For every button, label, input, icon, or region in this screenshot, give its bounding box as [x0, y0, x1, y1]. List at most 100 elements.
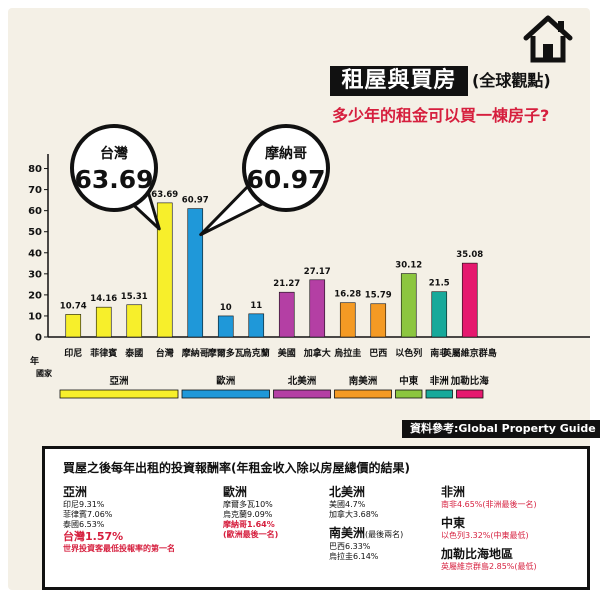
- x-tick-label: 摩爾多瓦: [208, 347, 244, 359]
- asia-note: 世界投資客最低投報率的第一名: [63, 544, 175, 553]
- x-tick-label: 加拿大: [303, 347, 331, 359]
- callout-label: 台灣: [100, 145, 128, 162]
- page-title-suffix: (全球觀點): [472, 71, 551, 90]
- y-tick-label: 10: [28, 311, 42, 322]
- callout-bubble: [242, 124, 330, 212]
- page-subtitle: 多少年的租金可以買一棟房子?: [332, 106, 550, 125]
- europe-highlight: 摩納哥1.64%: [223, 520, 275, 529]
- x-tick-label: 以色列: [395, 347, 422, 359]
- region-label: 南美洲: [349, 375, 378, 387]
- africa-line: 南非4.65%(非洲最後一名): [441, 500, 537, 509]
- europe-note: (歐洲最後一名): [223, 530, 279, 539]
- bar: [156, 202, 173, 338]
- y-tick-label: 40: [28, 248, 42, 259]
- europe-line: 烏克蘭9.09%: [223, 510, 273, 519]
- region-strip: [425, 389, 453, 399]
- caribbean-heading: 加勒比海地區: [441, 547, 514, 561]
- mideast-line: 以色列3.32%(中東最低): [441, 531, 529, 540]
- bar: [126, 304, 143, 338]
- other-yield-group: 非洲 南非4.65%(非洲最後一名) 中東 以色列3.32%(中東最低) 加勒比…: [441, 485, 537, 572]
- y-tick-label: 0: [35, 333, 42, 344]
- caribbean-line: 英屬維京群島2.85%(最低): [441, 562, 537, 571]
- europe-line: 摩爾多瓦10%: [223, 500, 273, 509]
- yield-panel-title: 買屋之後每年出租的投資報酬率(年租金收入除以房屋總價的結果): [63, 461, 410, 475]
- bar: [400, 273, 417, 338]
- asia-line: 印尼9.31%: [63, 500, 105, 509]
- y-tick-label: 20: [28, 290, 42, 301]
- region-strip: [181, 389, 270, 399]
- x-tick-label: 印尼: [64, 347, 82, 359]
- callout-bubble: [70, 124, 158, 212]
- bar-chart: 0 10 20 30 40 50 60 70 80 年國家 10.74 印尼 14.16 菲律賓 15.31…: [28, 124, 590, 399]
- region-strip: [273, 389, 331, 399]
- namerica-heading: 北美洲: [329, 485, 366, 499]
- bar-value-label: 15.79: [365, 291, 392, 301]
- region-label: 加勒比海: [450, 375, 490, 387]
- y-axis-unit-label: 年: [30, 355, 39, 367]
- samerica-line: 烏拉圭6.14%: [329, 552, 379, 561]
- bar: [278, 291, 295, 338]
- region-label: 歐洲: [216, 375, 235, 387]
- asia-heading: 亞洲: [63, 485, 88, 499]
- namerica-line: 美國4.7%: [329, 500, 366, 509]
- bar-value-label: 35.08: [456, 250, 483, 260]
- x-axis-unit-label: 國家: [36, 368, 53, 378]
- bar-value-label: 16.28: [334, 290, 361, 300]
- x-tick-label: 巴西: [369, 348, 387, 359]
- y-tick-label: 50: [28, 227, 42, 238]
- asia-line: 菲律賓7.06%: [63, 510, 113, 519]
- region-strip: [59, 389, 179, 399]
- page-title: 租屋與買房: [330, 66, 468, 96]
- bar: [461, 262, 478, 338]
- asia-yield-group: 亞洲 印尼9.31% 菲律賓7.06% 泰國6.53% 台灣1.57% 世界投資…: [63, 485, 175, 554]
- x-tick-label: 南非: [430, 347, 448, 359]
- x-tick-label: 美國: [278, 347, 296, 359]
- namerica-yield-group: 北美洲 美國4.7% 加拿大3.68% 南美洲(最後兩名) 巴西6.33% 烏拉…: [329, 485, 403, 562]
- bar-value-label: 21.5: [429, 279, 450, 289]
- samerica-line: 巴西6.33%: [329, 542, 371, 551]
- bar: [309, 279, 326, 338]
- region-strip: [456, 389, 484, 399]
- bar: [187, 208, 204, 338]
- bar: [65, 314, 82, 338]
- region-strip: [395, 389, 423, 399]
- africa-heading: 非洲: [441, 485, 466, 499]
- bar: [248, 313, 265, 338]
- bar-value-label: 10: [220, 303, 232, 313]
- y-tick-label: 60: [28, 206, 42, 217]
- samerica-heading: 南美洲(最後兩名): [329, 526, 404, 540]
- x-tick-label: 烏克蘭: [243, 347, 270, 359]
- bar: [217, 315, 234, 338]
- x-tick-label: 烏拉圭: [334, 347, 361, 359]
- yield-panel: 買屋之後每年出租的投資報酬率(年租金收入除以房屋總價的結果) 亞洲 印尼9.31…: [42, 446, 590, 590]
- callout-value: 60.97: [246, 165, 325, 194]
- bar-value-label: 27.17: [304, 267, 331, 277]
- region-label: 亞洲: [109, 376, 128, 387]
- asia-line: 泰國6.53%: [63, 520, 105, 529]
- house-icon: [523, 15, 573, 63]
- x-tick-label: 台灣: [156, 347, 174, 359]
- bar: [339, 302, 356, 338]
- bar-value-label: 63.69: [151, 190, 178, 200]
- bar-value-label: 15.31: [121, 292, 148, 302]
- bar-value-label: 21.27: [273, 279, 300, 289]
- callout-label: 摩納哥: [265, 145, 307, 162]
- y-tick-label: 70: [28, 185, 42, 196]
- region-strip: [334, 389, 392, 399]
- mideast-heading: 中東: [441, 516, 466, 530]
- y-tick-label: 80: [28, 164, 42, 175]
- europe-heading: 歐洲: [223, 485, 248, 499]
- bar-value-label: 10.74: [60, 301, 87, 311]
- bar-value-label: 60.97: [182, 196, 209, 206]
- region-label: 非洲: [430, 375, 449, 387]
- source-label: 資料參考:Global Property Guide: [402, 420, 600, 438]
- bar: [431, 291, 448, 338]
- x-tick-label: 英屬維京群島: [442, 347, 497, 359]
- region-label: 北美洲: [288, 375, 317, 387]
- bar: [95, 306, 112, 338]
- x-tick-label: 菲律賓: [90, 347, 117, 359]
- callout-value: 63.69: [74, 165, 153, 194]
- bar-value-label: 30.12: [395, 261, 422, 271]
- x-tick-label: 摩納哥: [182, 347, 209, 359]
